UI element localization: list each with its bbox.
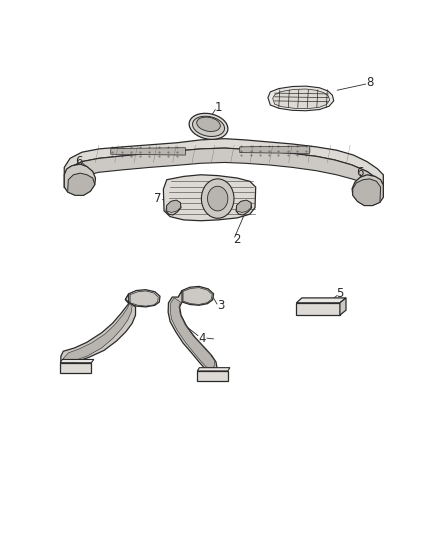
Polygon shape bbox=[170, 298, 215, 368]
Circle shape bbox=[201, 179, 234, 219]
Polygon shape bbox=[64, 139, 383, 185]
Polygon shape bbox=[353, 179, 381, 206]
Polygon shape bbox=[61, 294, 135, 364]
Polygon shape bbox=[163, 175, 256, 221]
Ellipse shape bbox=[197, 117, 220, 132]
Polygon shape bbox=[125, 290, 160, 307]
Polygon shape bbox=[352, 175, 383, 206]
Text: 7: 7 bbox=[153, 192, 161, 205]
Polygon shape bbox=[67, 173, 95, 195]
Polygon shape bbox=[166, 200, 181, 215]
Polygon shape bbox=[197, 368, 230, 371]
Ellipse shape bbox=[189, 114, 228, 139]
Polygon shape bbox=[111, 148, 185, 155]
Polygon shape bbox=[340, 298, 346, 315]
Polygon shape bbox=[183, 288, 212, 304]
Text: 4: 4 bbox=[199, 332, 206, 345]
Text: 6: 6 bbox=[357, 166, 364, 179]
Polygon shape bbox=[236, 200, 251, 215]
Text: 3: 3 bbox=[217, 299, 225, 312]
Polygon shape bbox=[273, 89, 330, 109]
Polygon shape bbox=[63, 304, 132, 360]
Text: 5: 5 bbox=[336, 287, 343, 300]
Polygon shape bbox=[64, 164, 95, 195]
Polygon shape bbox=[197, 371, 228, 381]
Polygon shape bbox=[60, 359, 94, 363]
Polygon shape bbox=[237, 200, 251, 213]
Polygon shape bbox=[297, 303, 340, 315]
Text: 1: 1 bbox=[215, 101, 222, 114]
Text: 2: 2 bbox=[233, 233, 241, 246]
Polygon shape bbox=[178, 286, 214, 305]
Text: 8: 8 bbox=[366, 76, 374, 89]
Polygon shape bbox=[297, 298, 346, 303]
Polygon shape bbox=[130, 291, 158, 306]
Ellipse shape bbox=[193, 116, 225, 136]
Polygon shape bbox=[268, 86, 334, 111]
Polygon shape bbox=[64, 148, 383, 196]
Polygon shape bbox=[167, 200, 180, 213]
Circle shape bbox=[208, 186, 228, 211]
Polygon shape bbox=[60, 363, 92, 373]
Polygon shape bbox=[240, 146, 309, 154]
Text: 6: 6 bbox=[75, 155, 83, 168]
Polygon shape bbox=[168, 290, 217, 371]
